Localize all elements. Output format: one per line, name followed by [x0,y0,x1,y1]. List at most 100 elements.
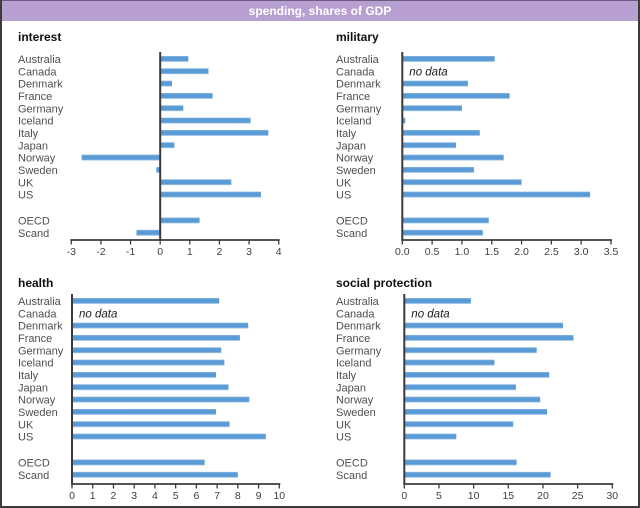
y-label-italy: Italy [336,128,357,140]
y-label-australia: Australia [336,54,380,66]
bar-us [404,433,457,440]
bar-us [402,191,591,198]
x-tick-label-3: 1.5 [484,246,499,258]
y-label-france: France [336,91,370,103]
bar-iceland [72,359,225,366]
chart-title-social-protection: social protection [336,276,433,290]
bar-us [160,191,261,198]
y-label-iceland: Iceland [18,358,53,370]
bar-denmark [404,322,564,329]
x-tick-label-3: 0 [157,246,163,258]
y-label-canada: Canada [18,308,57,320]
x-tick-label-7: 7 [214,490,220,502]
x-tick-label-9: 9 [256,490,262,502]
bar-denmark [160,80,173,87]
bar-france [160,92,213,99]
x-tick-label-6: 3 [246,246,252,258]
bar-norway [72,396,250,403]
bar-sweden [156,166,161,173]
bar-iceland [402,117,406,124]
x-tick-label-7: 3.5 [604,246,619,258]
x-tick-label-2: 2 [111,490,117,502]
no-data-label-canada: no data [79,308,117,320]
x-tick-label-3: 15 [502,490,514,502]
y-label-uk: UK [18,419,34,431]
bar-uk [72,421,230,428]
bar-italy [160,129,269,136]
y-label-sweden: Sweden [18,165,58,177]
bar-us [72,433,266,440]
y-label-norway: Norway [336,395,374,407]
bar-sweden [404,408,548,415]
x-tick-label-10: 10 [273,490,285,502]
bar-oecd [404,459,517,466]
y-label-norway: Norway [336,153,374,165]
x-tick-label-0: 0 [69,490,75,502]
bar-oecd [72,459,205,466]
y-label-uk: UK [336,419,352,431]
x-tick-label-5: 25 [572,490,584,502]
y-label-japan: Japan [18,140,48,152]
bar-japan [402,142,456,149]
bar-japan [160,142,175,149]
y-label-sweden: Sweden [18,407,58,419]
bar-australia [404,298,471,304]
x-tick-label-2: 10 [468,490,480,502]
bar-australia [72,298,220,304]
bar-italy [402,129,480,136]
y-label-us: US [336,432,351,444]
x-tick-label-4: 4 [152,490,158,502]
x-tick-label-3: 3 [131,490,137,502]
bar-japan [72,384,229,391]
y-label-iceland: Iceland [18,116,53,128]
y-label-oecd: OECD [18,458,50,470]
y-label-germany: Germany [336,103,382,115]
bar-norway [81,154,161,161]
y-label-scand: Scand [336,470,367,482]
chart-military: military Australia Canada no data Denmark Fr… [320,21,638,260]
x-tick-label-1: 1 [90,490,96,502]
y-label-uk: UK [336,177,352,189]
chart-interest-plot: AustraliaCanadaDenmarkFranceGermanyIcela… [18,52,282,258]
bar-norway [402,154,504,161]
bar-france [402,92,510,99]
x-tick-label-4: 1 [187,246,193,258]
no-data-label-canada: no data [409,66,447,78]
bar-france [404,334,574,341]
bar-germany [402,105,462,112]
x-tick-label-0: 0 [401,490,407,502]
y-label-oecd: OECD [18,216,50,228]
x-tick-label-5: 5 [173,490,179,502]
y-label-italy: Italy [336,370,357,382]
figure-title-bar: spending, shares of GDP [2,0,638,21]
bar-japan [404,384,516,391]
y-label-canada: Canada [336,66,375,78]
bar-australia [402,56,495,62]
y-label-canada: Canada [336,308,375,320]
chart-title-health: health [18,276,54,290]
y-label-australia: Australia [18,296,62,308]
x-tick-label-1: 0.5 [425,246,440,258]
x-tick-label-1: -2 [96,246,105,258]
y-label-oecd: OECD [336,458,368,470]
y-label-canada: Canada [18,66,57,78]
chart-social-protection: social protection Australia Canada no data… [320,260,638,506]
x-tick-label-2: -1 [126,246,135,258]
y-label-iceland: Iceland [336,116,371,128]
y-label-japan: Japan [18,382,48,394]
bar-germany [404,347,537,354]
y-label-italy: Italy [18,128,39,140]
x-tick-label-4: 2.0 [514,246,529,258]
y-label-japan: Japan [336,382,366,394]
bar-denmark [72,322,249,329]
figure-title: spending, shares of GDP [248,4,392,18]
y-label-france: France [18,333,52,345]
bar-oecd [160,217,200,224]
bar-germany [72,347,222,354]
y-label-sweden: Sweden [336,165,376,177]
chart-title-interest: interest [18,30,62,44]
bar-france [72,334,240,341]
